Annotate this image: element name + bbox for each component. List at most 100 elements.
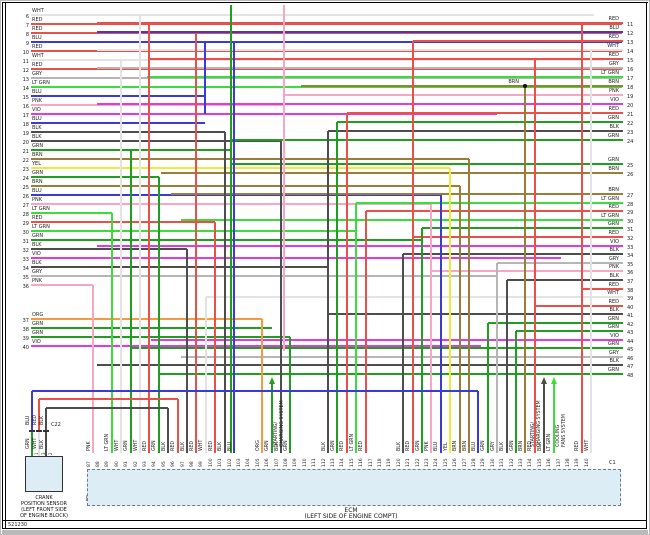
left-row-color-label: RED	[32, 26, 43, 32]
wire-row-left-19	[31, 131, 225, 133]
left-row-color-label: WHT	[32, 53, 44, 59]
wire-row-right-24	[231, 139, 623, 141]
wire-row-left-29	[31, 221, 215, 223]
sensor-harness-run	[46, 407, 169, 409]
right-row-color-label: BLK	[609, 247, 620, 253]
left-row-color-label: BLU	[32, 89, 42, 95]
right-row-number: 31	[627, 227, 634, 233]
ecm-caption-line2: (LEFT SIDE OF ENGINE COMPT)	[304, 513, 398, 520]
right-row-color-label: PNK	[608, 88, 619, 94]
left-row-number: 31	[22, 239, 29, 245]
ecm-pin-number: 90	[114, 461, 120, 467]
ecm-pin-number: 132	[509, 458, 515, 467]
wire-row-left-40	[31, 345, 481, 347]
ecm-pin-wire	[204, 297, 207, 453]
right-row-color-label: GRN	[607, 221, 619, 227]
left-row-number: 21	[22, 149, 29, 155]
left-row-color-label: BLK	[32, 134, 42, 140]
ecm-pin-number: 134	[528, 458, 534, 467]
ecm-pin-number: 130	[490, 458, 496, 467]
wire-row-right-38	[582, 288, 623, 290]
ecm-pin-number: 89	[105, 461, 111, 467]
ecm-pin-wire	[261, 319, 264, 453]
ecm-pin-number: 133	[518, 458, 524, 467]
ecm-pin-wire	[533, 59, 536, 453]
wire-row-right-30	[181, 219, 623, 221]
left-row-number: 30	[22, 230, 29, 236]
sensor-harness-color-label: BLU	[25, 415, 31, 425]
left-row-number: 32	[22, 248, 29, 254]
right-row-number: 35	[627, 262, 634, 268]
right-row-color-label: GRN	[607, 157, 619, 163]
right-row-color-label: LT GRN	[601, 196, 619, 202]
right-row-number: 43	[627, 330, 634, 336]
right-row-color-label: GRN	[607, 115, 619, 121]
left-row-color-label: LT GRN	[32, 206, 50, 212]
ecm-pin-number: 139	[575, 458, 581, 467]
wire-row-right-14	[97, 49, 623, 51]
sensor-pin-number: 2	[47, 452, 53, 455]
right-row-color-label: BLU	[609, 25, 619, 31]
right-row-color-label: RED	[608, 106, 619, 112]
ecm-pin-number: 118	[377, 458, 383, 467]
wire-row-right-32	[413, 236, 623, 238]
right-row-number: 18	[627, 85, 634, 91]
left-row-number: 34	[22, 266, 29, 272]
ecm-pin-wire	[157, 177, 160, 453]
wire-row-left-6	[31, 14, 594, 16]
ecm-pin-wire	[167, 408, 170, 453]
wire-row-right-16	[97, 67, 623, 69]
sensor-pigtail-wire	[45, 432, 47, 456]
left-row-number: 25	[22, 185, 29, 191]
sensor-connector-id: C22	[51, 422, 61, 428]
ecm-pin-number: 127	[462, 458, 468, 467]
left-row-color-label: YEL	[32, 161, 41, 167]
system-label-line1: COOLING	[555, 424, 561, 447]
frame-bottom	[2, 528, 647, 529]
wire-row-left-20	[31, 140, 281, 142]
left-row-number: 6	[25, 14, 29, 20]
left-row-color-label: RED	[32, 215, 43, 221]
ecm-pin-wire	[421, 228, 423, 453]
left-row-color-label: BLK	[32, 242, 42, 248]
left-row-number: 9	[25, 41, 29, 47]
wire-row-left-18	[31, 122, 205, 124]
page-number: 521230	[8, 522, 28, 528]
left-row-number: 37	[22, 318, 29, 324]
ecm-pin-wire	[139, 15, 141, 453]
wire-row-right-12	[97, 31, 623, 33]
ecm-pin-wire	[496, 263, 499, 453]
right-row-number: 36	[627, 270, 634, 276]
left-row-color-label: BLU	[32, 188, 42, 194]
right-row-color-label: GRY	[608, 350, 619, 356]
ecm-pin-wire	[120, 60, 123, 453]
wire-row-right-27	[171, 193, 623, 195]
ecm-pin-wire	[411, 237, 414, 453]
left-row-color-label: RED	[32, 44, 43, 50]
right-row-color-label: RED	[608, 299, 619, 305]
sensor-harness-run	[39, 398, 178, 400]
right-row-number: 46	[627, 356, 634, 362]
wire-row-left-36	[31, 284, 93, 286]
ecm-pin-number: 135	[537, 458, 543, 467]
left-row-number: 10	[22, 50, 29, 56]
left-row-color-label: GRY	[32, 269, 43, 275]
frame-right	[646, 2, 647, 528]
left-row-number: 23	[22, 167, 29, 173]
left-row-number: 35	[22, 275, 29, 281]
wire-row-right-20	[97, 103, 623, 105]
ecm-pin-wire	[92, 285, 94, 453]
ecm-caption-line1: ECM	[344, 507, 358, 514]
wire-row-left-22	[31, 158, 469, 160]
left-row-color-label: RED	[32, 17, 43, 23]
ecm-pin-wire	[327, 131, 329, 453]
left-row-color-label: PNK	[32, 197, 43, 203]
right-row-color-label: WHT	[607, 290, 619, 296]
sensor-pigtail-wire	[38, 432, 40, 456]
right-row-number: 40	[627, 305, 634, 311]
left-row-number: 7	[25, 23, 29, 29]
right-row-number: 39	[627, 296, 634, 302]
right-row-color-label: GRN	[607, 324, 619, 330]
ecm-pin-number: 136	[547, 458, 553, 467]
ecm-pin-number: 91	[124, 461, 130, 467]
